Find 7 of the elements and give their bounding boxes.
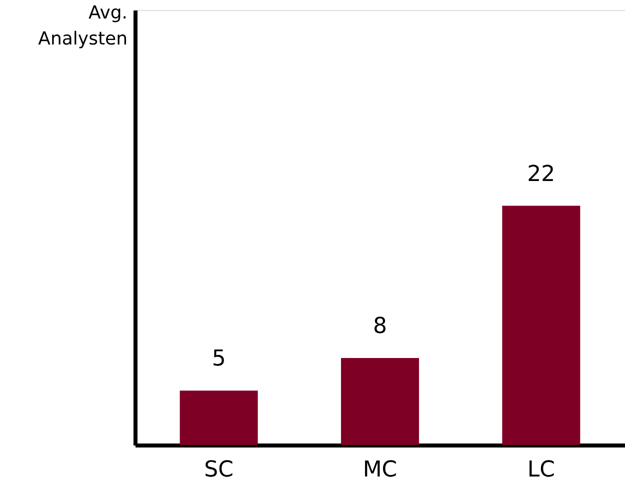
y-axis-title: Avg. Analysten — [38, 2, 128, 50]
data-label: 8 — [373, 314, 387, 339]
x-tick-label: SC — [204, 458, 234, 482]
x-tick-label: LC — [527, 458, 555, 482]
data-label: 22 — [527, 162, 556, 187]
x-tick-label: MC — [362, 458, 398, 482]
data-label: 5 — [212, 346, 226, 372]
